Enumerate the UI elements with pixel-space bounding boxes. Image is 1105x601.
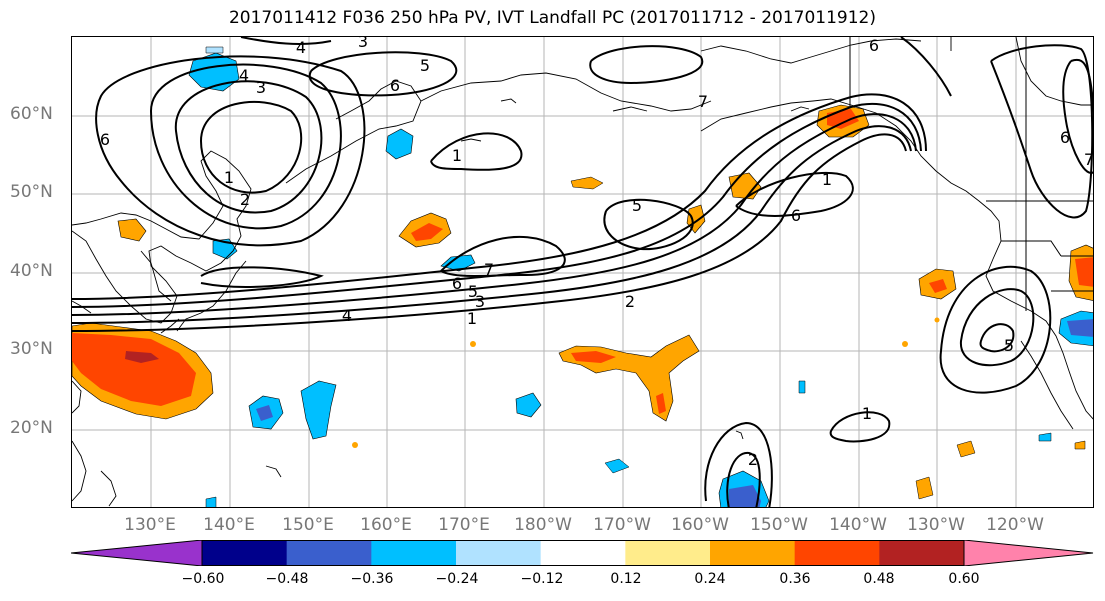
contour-label: 1 (862, 404, 872, 423)
colorbar-cell (625, 540, 711, 566)
lon-label-170w: 170°W (593, 515, 651, 535)
colorbar-cell (879, 540, 965, 566)
contour-label: 3 (475, 292, 485, 311)
lat-label-60n: 60°N (10, 104, 53, 124)
contour-label: 6 (1060, 128, 1070, 147)
contour-label: 7 (484, 260, 494, 279)
lon-label-160w: 160°W (671, 515, 729, 535)
lon-label-140e: 140°E (203, 515, 255, 535)
contour-labels: 4 3 6 5 6 7 6 4 3 1 2 1 6 7 5 6 4 3 1 2 … (100, 37, 1094, 469)
colorbar-tick: −0.36 (350, 571, 394, 587)
lat-label-40n: 40°N (10, 261, 53, 281)
contour-label: 3 (256, 78, 266, 97)
contour-label: 5 (632, 196, 642, 215)
colorbar-extend-high (963, 539, 1094, 567)
colorbar-cells (201, 540, 965, 566)
contour-label: 2 (240, 190, 250, 209)
lon-label-120w: 120°W (986, 515, 1044, 535)
lon-label-180w: 180°W (514, 515, 572, 535)
page-title: 2017011412 F036 250 hPa PV, IVT Landfall… (228, 8, 876, 28)
lat-label-20n: 20°N (10, 418, 53, 438)
contour-label: 4 (296, 38, 306, 57)
borders (849, 37, 1093, 311)
contour-label: 6 (791, 206, 801, 225)
lat-label-30n: 30°N (10, 339, 53, 359)
coastlines (72, 37, 1093, 507)
contour-label: 1 (224, 168, 234, 187)
map-canvas: 4 3 6 5 6 7 6 4 3 1 2 1 6 7 5 6 4 3 1 2 … (72, 37, 1094, 507)
colorbar-cell (540, 540, 626, 566)
contour-label: 2 (625, 292, 635, 311)
colorbar (70, 539, 1095, 570)
colorbar-tick: 0.48 (863, 571, 895, 587)
colorbar-cell (202, 540, 288, 566)
map-panel: 4 3 6 5 6 7 6 4 3 1 2 1 6 7 5 6 4 3 1 2 … (71, 36, 1094, 508)
colorbar-tick: 0.12 (610, 571, 642, 587)
contour-label: 2 (748, 450, 758, 469)
colorbar-tick: 0.24 (694, 571, 726, 587)
contour-label: 6 (452, 274, 462, 293)
contour-label: 1 (822, 170, 832, 189)
contour-label: 3 (358, 37, 368, 51)
colorbar-tick: 0.36 (779, 571, 811, 587)
colorbar-tick: −0.12 (520, 571, 564, 587)
ivt-contours (72, 37, 1093, 507)
lon-label-130w: 130°W (907, 515, 965, 535)
colorbar-svg (70, 539, 1094, 567)
contour-label: 7 (698, 92, 708, 111)
pv-shading (72, 46, 1093, 507)
colorbar-cell (456, 540, 542, 566)
contour-label: 1 (452, 146, 462, 165)
contour-label: 6 (390, 76, 400, 95)
lon-label-140w: 140°W (829, 515, 887, 535)
contour-label: 6 (100, 130, 110, 149)
contour-label: 7 (1084, 150, 1094, 169)
lon-label-130e: 130°E (124, 515, 176, 535)
colorbar-tick: −0.60 (181, 571, 225, 587)
contour-label: 6 (869, 37, 879, 55)
colorbar-cell (710, 540, 796, 566)
lon-label-170e: 170°E (438, 515, 490, 535)
lon-label-150w: 150°W (750, 515, 808, 535)
contour-label: 1 (467, 309, 477, 328)
lon-label-160e: 160°E (360, 515, 412, 535)
contour-label: 4 (342, 306, 352, 325)
contour-label: 5 (1004, 336, 1014, 355)
lon-label-150e: 150°E (282, 515, 334, 535)
colorbar-extend-low (70, 539, 203, 567)
contour-label: 5 (468, 282, 478, 301)
contour-label: 4 (239, 66, 249, 85)
colorbar-cell (794, 540, 880, 566)
colorbar-cell (371, 540, 457, 566)
colorbar-tick: −0.48 (265, 571, 309, 587)
colorbar-tick: 0.60 (948, 571, 980, 587)
lat-label-50n: 50°N (10, 182, 53, 202)
contour-label: 5 (420, 56, 430, 75)
colorbar-tick: −0.24 (435, 571, 479, 587)
colorbar-cell (286, 540, 372, 566)
